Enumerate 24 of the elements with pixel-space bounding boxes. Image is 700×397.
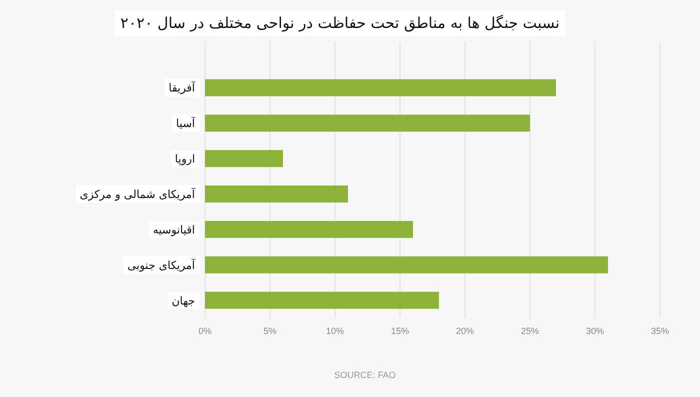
x-tick-label: 5% (263, 326, 277, 336)
bar (205, 256, 608, 274)
x-tick-label: 15% (390, 326, 410, 336)
y-tick-label: آفریقا (168, 80, 196, 95)
y-tick-label: آسیا (176, 116, 196, 130)
x-tick-label: 25% (520, 326, 540, 336)
y-tick-label: اروپا (174, 152, 195, 166)
bar (205, 186, 348, 202)
y-tick-label: اقیانوسیه (152, 223, 195, 236)
bar (205, 220, 413, 238)
y-tick-label: جهان (172, 294, 195, 308)
x-tick-label: 10% (326, 326, 344, 336)
x-tick-label: 20% (456, 326, 474, 336)
y-tick-label: آمریکای جنوبی (127, 258, 196, 272)
bar (205, 150, 283, 168)
x-tick-label: 30% (586, 326, 604, 336)
x-tick-label: 35% (650, 326, 670, 336)
bar (205, 292, 439, 309)
chart-title: نسبت جنگل ها به مناطق تحت حفاظت در نواحی مختلف در سال ۲۰۲۰ (120, 14, 560, 32)
y-tick-label: آمریکای شمالی و مرکزی (80, 187, 196, 201)
x-tick-label: 0% (198, 326, 212, 336)
bar (205, 79, 556, 96)
source-note: SOURCE: FAO (334, 370, 396, 380)
bar (205, 114, 530, 132)
